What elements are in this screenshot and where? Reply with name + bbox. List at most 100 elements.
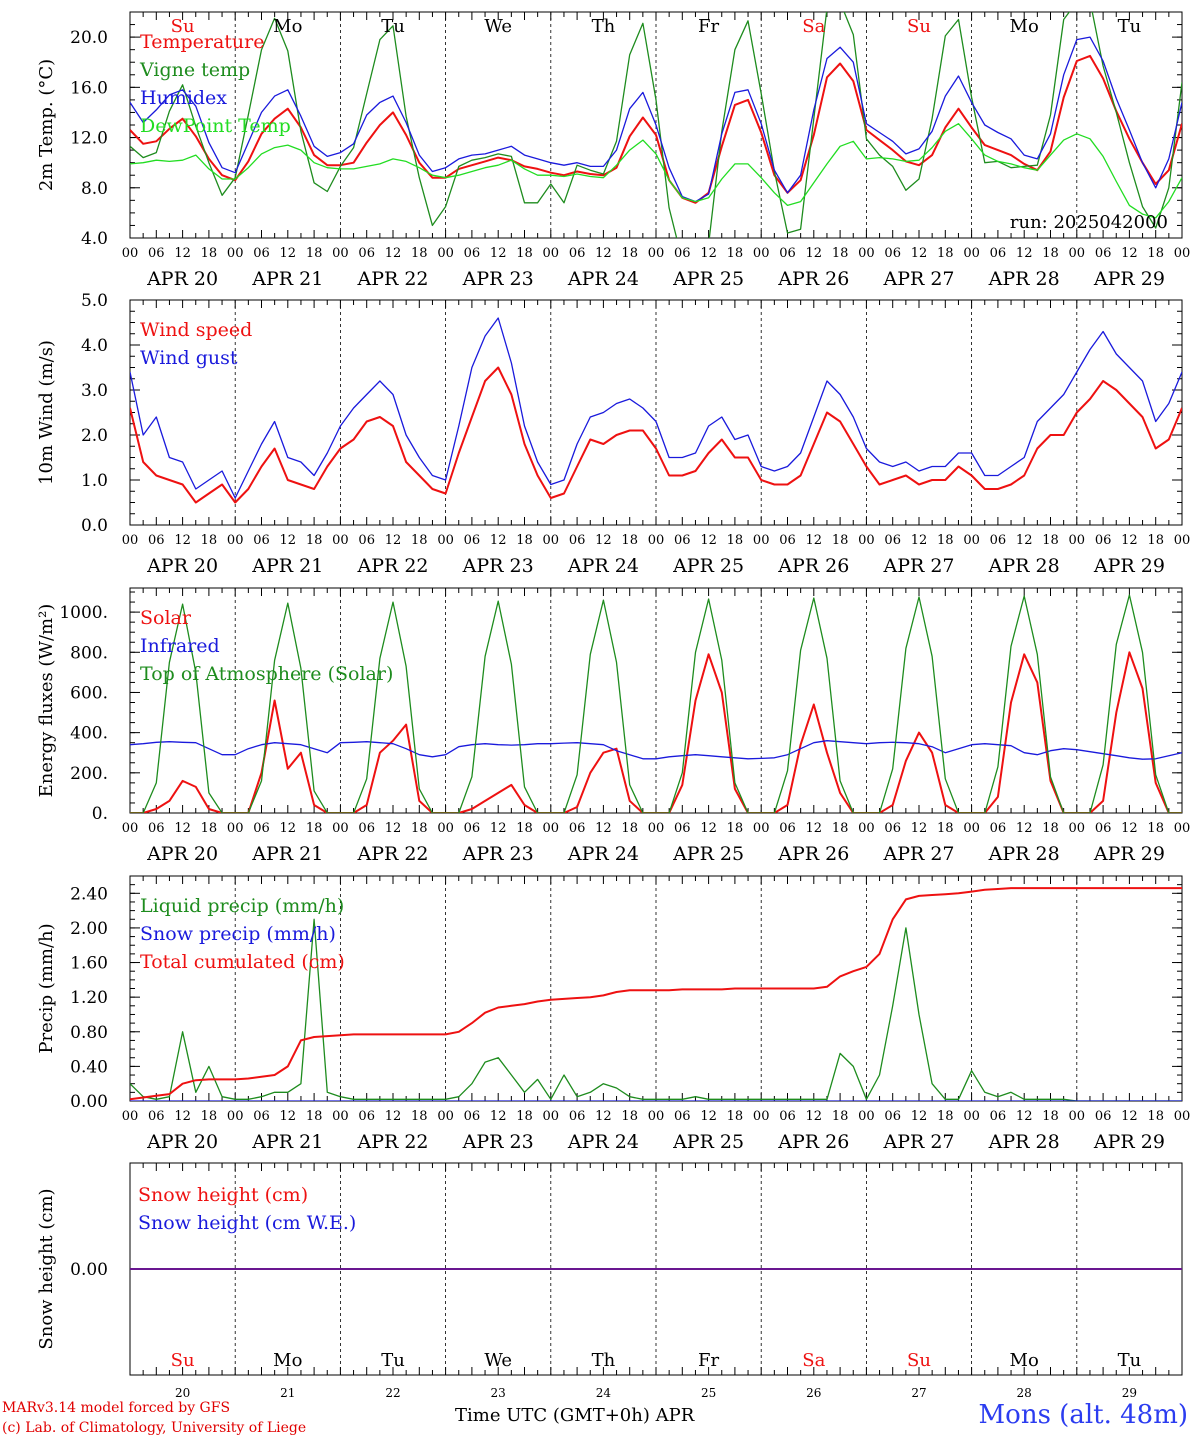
x-hour-label: 00 bbox=[1174, 1109, 1191, 1124]
weekday-label-bottom: Tu bbox=[1118, 1350, 1142, 1371]
x-date-label: APR 27 bbox=[882, 1131, 954, 1153]
day-number: 28 bbox=[1017, 1386, 1032, 1400]
x-hour-label: 18 bbox=[937, 821, 954, 836]
y-tick-label: 800. bbox=[70, 643, 108, 663]
y-tick-label: 3.0 bbox=[81, 381, 108, 401]
x-date-label: APR 24 bbox=[567, 843, 639, 865]
x-hour-label: 18 bbox=[201, 246, 218, 261]
weekday-label: Mo bbox=[273, 16, 302, 37]
x-hour-label: 06 bbox=[569, 533, 586, 548]
x-date-label: APR 28 bbox=[988, 555, 1060, 577]
weekday-label-bottom: Th bbox=[592, 1350, 616, 1371]
x-hour-label: 00 bbox=[227, 533, 244, 548]
x-hour-label: 12 bbox=[490, 1109, 507, 1124]
day-number: 22 bbox=[385, 1386, 400, 1400]
weekday-label-bottom: Su bbox=[171, 1350, 195, 1371]
x-hour-label: 00 bbox=[437, 533, 454, 548]
y-tick-label: 4.0 bbox=[81, 336, 108, 356]
x-hour-label: 00 bbox=[1069, 533, 1086, 548]
day-number: 20 bbox=[175, 1386, 190, 1400]
x-date-label: APR 20 bbox=[146, 1131, 218, 1153]
x-hour-label: 00 bbox=[963, 533, 980, 548]
x-hour-label: 18 bbox=[937, 246, 954, 261]
x-date-label: APR 22 bbox=[356, 555, 428, 577]
x-hour-label: 18 bbox=[832, 1109, 849, 1124]
legend-entry: Liquid precip (mm/h) bbox=[140, 895, 344, 917]
x-hour-label: 06 bbox=[779, 1109, 796, 1124]
y-tick-label: 12.0 bbox=[70, 129, 108, 149]
legend-entry: Snow height (cm W.E.) bbox=[138, 1212, 356, 1234]
x-hour-label: 00 bbox=[227, 246, 244, 261]
x-hour-label: 18 bbox=[1042, 533, 1059, 548]
x-hour-label: 18 bbox=[727, 533, 744, 548]
x-hour-label: 12 bbox=[700, 1109, 717, 1124]
x-hour-label: 12 bbox=[911, 533, 928, 548]
x-date-label: APR 25 bbox=[672, 555, 744, 577]
y-tick-label: 1.60 bbox=[70, 954, 108, 974]
y-tick-label: 20.0 bbox=[70, 28, 108, 48]
x-date-label: APR 21 bbox=[251, 555, 323, 577]
x-hour-label: 00 bbox=[1174, 821, 1191, 836]
x-hour-label: 00 bbox=[963, 821, 980, 836]
x-date-label: APR 22 bbox=[356, 268, 428, 290]
y-tick-label: 0.40 bbox=[70, 1057, 108, 1077]
x-hour-label: 18 bbox=[832, 533, 849, 548]
x-hour-label: 06 bbox=[569, 1109, 586, 1124]
day-number: 21 bbox=[280, 1386, 295, 1400]
x-hour-label: 00 bbox=[437, 246, 454, 261]
x-hour-label: 12 bbox=[490, 821, 507, 836]
x-hour-label: 18 bbox=[306, 246, 323, 261]
x-hour-label: 06 bbox=[1095, 1109, 1112, 1124]
x-hour-label: 18 bbox=[1147, 821, 1164, 836]
x-hour-label: 00 bbox=[543, 533, 560, 548]
x-hour-label: 12 bbox=[1121, 533, 1138, 548]
x-date-label: APR 27 bbox=[882, 555, 954, 577]
y-tick-label: 16.0 bbox=[70, 78, 108, 98]
x-hour-label: 00 bbox=[963, 1109, 980, 1124]
x-hour-label: 00 bbox=[1069, 821, 1086, 836]
x-hour-label: 00 bbox=[753, 821, 770, 836]
day-number: 27 bbox=[911, 1386, 926, 1400]
x-date-label: APR 25 bbox=[672, 843, 744, 865]
x-hour-label: 18 bbox=[1042, 246, 1059, 261]
x-hour-label: 12 bbox=[1016, 246, 1033, 261]
x-hour-label: 06 bbox=[358, 533, 375, 548]
y-axis-label: Energy fluxes (W/m²) bbox=[36, 604, 57, 798]
x-hour-label: 00 bbox=[648, 821, 665, 836]
x-hour-label: 12 bbox=[700, 821, 717, 836]
x-hour-label: 00 bbox=[1069, 1109, 1086, 1124]
run-annotation: run: 2025042000 bbox=[1010, 212, 1168, 233]
weekday-label: Tu bbox=[1118, 16, 1142, 37]
legend-entry: Solar bbox=[140, 607, 192, 629]
x-hour-label: 06 bbox=[148, 821, 165, 836]
x-hour-label: 06 bbox=[779, 821, 796, 836]
x-hour-label: 12 bbox=[911, 246, 928, 261]
x-hour-label: 06 bbox=[1095, 246, 1112, 261]
x-date-label: APR 22 bbox=[356, 843, 428, 865]
x-date-label: APR 26 bbox=[777, 843, 849, 865]
day-number: 29 bbox=[1122, 1386, 1137, 1400]
legend-entry: Top of Atmosphere (Solar) bbox=[140, 663, 393, 685]
x-hour-label: 00 bbox=[858, 246, 875, 261]
x-hour-label: 18 bbox=[411, 821, 428, 836]
x-hour-label: 00 bbox=[648, 1109, 665, 1124]
x-hour-label: 18 bbox=[937, 533, 954, 548]
x-hour-label: 00 bbox=[227, 1109, 244, 1124]
x-hour-label: 06 bbox=[464, 821, 481, 836]
x-hour-label: 00 bbox=[332, 246, 349, 261]
x-hour-label: 12 bbox=[174, 533, 191, 548]
x-hour-label: 18 bbox=[727, 246, 744, 261]
x-hour-label: 12 bbox=[595, 246, 612, 261]
x-date-label: APR 21 bbox=[251, 1131, 323, 1153]
panel-frame bbox=[130, 588, 1182, 813]
x-hour-label: 06 bbox=[990, 1109, 1007, 1124]
y-tick-label: 400. bbox=[70, 724, 108, 744]
x-hour-label: 18 bbox=[621, 1109, 638, 1124]
weekday-label-bottom: Mo bbox=[273, 1350, 302, 1371]
station-name: Mons (alt. 48m) bbox=[979, 1400, 1188, 1430]
x-hour-label: 12 bbox=[911, 821, 928, 836]
x-hour-label: 06 bbox=[253, 246, 270, 261]
x-hour-label: 06 bbox=[674, 821, 691, 836]
y-tick-label: 0.00 bbox=[70, 1260, 108, 1280]
x-hour-label: 06 bbox=[148, 246, 165, 261]
